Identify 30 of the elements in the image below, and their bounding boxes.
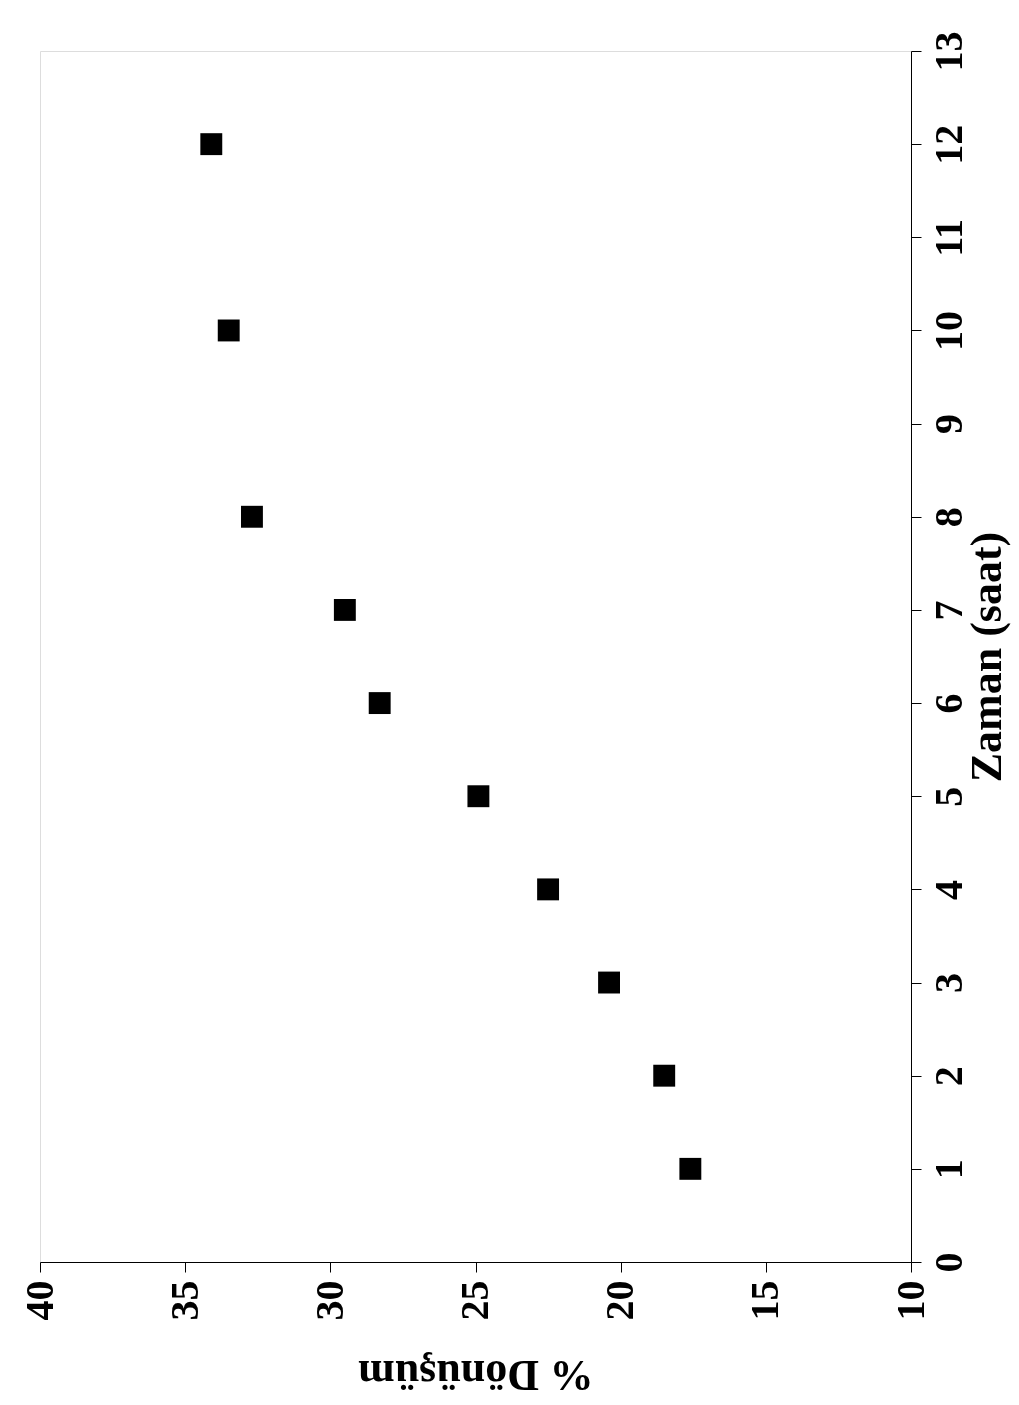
x-tick-label: 15 <box>742 1280 788 1321</box>
y-tick-label: 4 <box>925 879 971 900</box>
x-tick-label: 30 <box>306 1280 352 1321</box>
x-tick-label: 20 <box>597 1280 643 1321</box>
point <box>368 692 391 715</box>
x-tick-label: 35 <box>161 1280 207 1321</box>
y-tick-label: 5 <box>925 786 971 807</box>
y-tick-label: 11 <box>925 218 971 257</box>
point <box>598 971 621 994</box>
point <box>240 505 263 528</box>
point <box>653 1064 676 1087</box>
point <box>537 878 560 901</box>
x-tick-label: 25 <box>452 1280 497 1321</box>
y-tick-label: 0 <box>925 1252 971 1273</box>
point <box>217 319 240 342</box>
point <box>200 133 223 156</box>
y-tick-label: 2 <box>925 1066 971 1087</box>
point <box>467 785 490 808</box>
y-tick-label: 13 <box>925 31 971 72</box>
y-tick-label: 12 <box>925 124 971 165</box>
y-tick-label: 3 <box>925 973 971 994</box>
point <box>679 1157 702 1180</box>
x-tick-label: 40 <box>16 1280 62 1321</box>
x-axis-title: % Dönüşüm <box>358 1350 594 1400</box>
y-tick-label: 9 <box>925 414 971 435</box>
x-tick-label: 10 <box>887 1280 933 1321</box>
y-tick-label: 1 <box>925 1159 971 1180</box>
y-tick-label: 8 <box>925 507 971 528</box>
y-tick-label: 10 <box>925 310 971 351</box>
point <box>333 598 356 621</box>
